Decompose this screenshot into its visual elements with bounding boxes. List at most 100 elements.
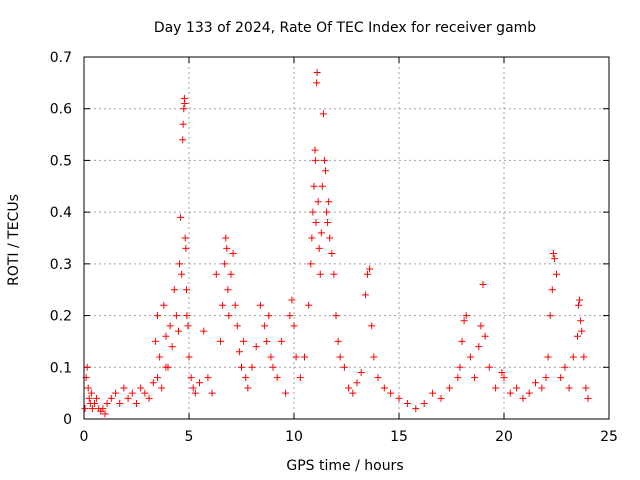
data-point [466, 353, 474, 361]
data-point [124, 394, 132, 402]
data-point [550, 255, 558, 263]
data-point [325, 198, 333, 206]
data-point [221, 260, 229, 268]
data-point [582, 384, 590, 392]
data-point [208, 389, 216, 397]
data-point [326, 234, 334, 242]
data-point [319, 110, 327, 118]
data-point [310, 182, 318, 190]
data-point [334, 337, 342, 345]
data-point [265, 312, 273, 320]
data-point [256, 301, 264, 309]
data-points [81, 69, 592, 418]
data-point [180, 105, 188, 113]
data-point [128, 389, 136, 397]
data-point [84, 384, 92, 392]
data-point [91, 399, 98, 407]
data-point [160, 301, 168, 309]
data-point [227, 270, 235, 278]
data-point [133, 399, 140, 407]
data-point [569, 353, 577, 361]
data-point [437, 394, 445, 402]
data-point [548, 286, 556, 294]
data-point [574, 332, 581, 340]
data-point [87, 389, 95, 397]
data-point [244, 384, 252, 392]
data-point [513, 384, 521, 392]
data-point [553, 270, 560, 278]
data-point [273, 374, 281, 382]
data-point [361, 291, 369, 299]
data-point [189, 384, 197, 392]
x-tick-label: 15 [390, 429, 408, 445]
data-point [314, 198, 322, 206]
data-point [233, 322, 241, 330]
data-point [166, 322, 174, 330]
data-point [578, 327, 586, 335]
data-point [557, 374, 565, 382]
data-point [292, 353, 300, 361]
data-point [460, 317, 468, 325]
data-point [368, 322, 376, 330]
data-point [471, 374, 479, 382]
data-point [506, 389, 514, 397]
data-point [565, 384, 573, 392]
data-point [309, 208, 317, 216]
data-point [235, 348, 243, 356]
data-point [184, 322, 192, 330]
data-point [315, 244, 323, 252]
data-point [525, 389, 533, 397]
data-point [182, 244, 190, 252]
data-point [498, 368, 506, 376]
data-point [238, 363, 245, 371]
data-point [374, 374, 382, 382]
data-point [261, 322, 269, 330]
data-point [175, 327, 182, 335]
data-point [107, 394, 115, 402]
data-point [328, 250, 336, 258]
data-point [137, 384, 145, 392]
data-point [395, 394, 403, 402]
data-point [178, 270, 186, 278]
data-point [212, 270, 220, 278]
data-point [103, 399, 111, 407]
data-point [549, 250, 557, 258]
data-point [380, 384, 388, 392]
data-point [322, 167, 329, 175]
data-point [177, 213, 185, 221]
data-point [353, 379, 361, 387]
data-point [336, 353, 344, 361]
data-point [231, 301, 239, 309]
data-point [145, 394, 153, 402]
data-point [580, 353, 588, 361]
data-point [323, 208, 331, 216]
data-point [420, 399, 428, 407]
data-point [324, 218, 332, 226]
data-point [445, 384, 453, 392]
chart-title: Day 133 of 2024, Rate Of TEC Index for r… [154, 20, 536, 36]
data-point [290, 322, 298, 330]
x-tick-label: 0 [80, 429, 89, 445]
data-point [99, 405, 107, 413]
data-point [546, 312, 554, 320]
data-point [223, 244, 231, 252]
data-point [288, 296, 296, 304]
x-axis-label: GPS time / hours [286, 458, 403, 474]
data-point [191, 389, 199, 397]
data-point [229, 250, 237, 258]
data-point [332, 312, 340, 320]
data-point [116, 399, 124, 407]
data-point [200, 327, 208, 335]
data-point [156, 353, 164, 361]
data-point [217, 337, 224, 345]
y-tick-label: 0.7 [50, 50, 72, 66]
data-point [170, 286, 178, 294]
data-point [481, 332, 489, 340]
data-point [242, 374, 250, 382]
data-point [330, 270, 338, 278]
data-point [219, 301, 227, 309]
data-point [224, 286, 232, 294]
data-point [83, 363, 91, 371]
data-point [248, 363, 256, 371]
y-tick-label: 0.4 [50, 205, 72, 221]
